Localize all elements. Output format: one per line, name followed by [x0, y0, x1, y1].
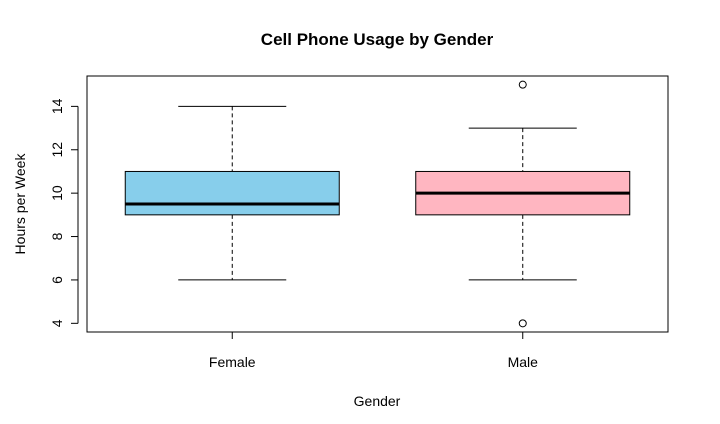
x-axis: Female Male: [209, 332, 538, 370]
box-male: [415, 80, 631, 328]
y-tick-label: 10: [49, 185, 65, 201]
y-axis-label: Hours per Week: [12, 153, 28, 255]
outlier-point: [518, 319, 527, 328]
y-tick-label: 8: [49, 232, 65, 240]
y-tick-label: 4: [49, 319, 65, 327]
x-tick-label: Male: [508, 354, 539, 370]
box-body: [124, 170, 340, 216]
boxes-layer: [124, 80, 631, 328]
y-axis: 4 6 8 10 12 14: [49, 98, 79, 327]
chart-title: Cell Phone Usage by Gender: [261, 30, 494, 49]
plot-frame: [86, 75, 669, 333]
y-tick-label: 12: [49, 142, 65, 158]
x-axis-label: Gender: [354, 393, 401, 409]
outlier-point: [518, 80, 527, 89]
box-female: [124, 105, 340, 281]
x-tick-label: Female: [209, 354, 256, 370]
y-tick-label: 6: [49, 276, 65, 284]
y-tick-label: 14: [49, 98, 65, 114]
